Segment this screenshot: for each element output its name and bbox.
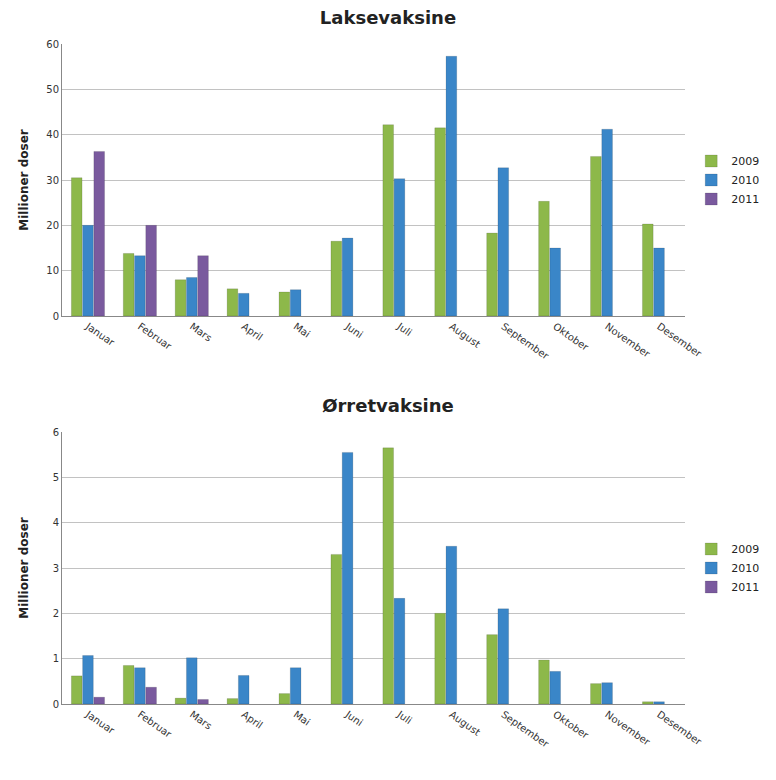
svg-text:April: April — [240, 709, 265, 731]
svg-text:September: September — [499, 321, 551, 362]
svg-text:Februar: Februar — [136, 709, 174, 741]
svg-text:Desember: Desember — [655, 709, 704, 748]
svg-text:November: November — [603, 321, 653, 360]
svg-text:Desember: Desember — [655, 321, 704, 360]
svg-text:Oktober: Oktober — [551, 709, 591, 742]
svg-text:50: 50 — [46, 84, 59, 95]
svg-text:August: August — [447, 709, 482, 738]
svg-text:4: 4 — [53, 517, 59, 528]
svg-text:2010: 2010 — [731, 174, 759, 187]
svg-text:0: 0 — [53, 311, 59, 322]
svg-text:2011: 2011 — [731, 581, 759, 594]
svg-text:Mai: Mai — [292, 709, 313, 728]
svg-text:Juni: Juni — [343, 708, 365, 728]
svg-text:20: 20 — [46, 220, 59, 231]
svg-text:2009: 2009 — [731, 155, 759, 168]
svg-text:Millioner doser: Millioner doser — [17, 517, 31, 619]
svg-text:Mai: Mai — [292, 321, 313, 340]
svg-text:1: 1 — [53, 653, 59, 664]
svg-text:Millioner doser: Millioner doser — [17, 129, 31, 231]
svg-text:April: April — [240, 321, 265, 343]
svg-text:November: November — [603, 709, 653, 748]
svg-text:August: August — [447, 321, 482, 350]
svg-text:Mars: Mars — [188, 709, 214, 732]
svg-text:Februar: Februar — [136, 321, 174, 353]
svg-text:2: 2 — [53, 608, 59, 619]
svg-text:Juli: Juli — [395, 320, 414, 338]
svg-text:2010: 2010 — [731, 562, 759, 575]
svg-text:5: 5 — [53, 472, 59, 483]
svg-text:Mars: Mars — [188, 321, 214, 344]
svg-text:Januar: Januar — [83, 708, 117, 736]
svg-text:0: 0 — [53, 699, 59, 710]
svg-text:Ørretvaksine: Ørretvaksine — [322, 395, 454, 416]
svg-text:Juli: Juli — [395, 708, 414, 726]
svg-text:Januar: Januar — [83, 320, 117, 348]
svg-text:Juni: Juni — [343, 320, 365, 340]
svg-text:Laksevaksine: Laksevaksine — [320, 7, 456, 28]
svg-text:2009: 2009 — [731, 543, 759, 556]
svg-text:3: 3 — [53, 563, 59, 574]
svg-text:40: 40 — [46, 129, 59, 140]
svg-text:30: 30 — [46, 175, 59, 186]
svg-text:60: 60 — [46, 39, 59, 50]
svg-text:Oktober: Oktober — [551, 321, 591, 354]
svg-text:2011: 2011 — [731, 193, 759, 206]
svg-text:September: September — [499, 709, 551, 750]
svg-text:6: 6 — [53, 427, 59, 438]
svg-text:10: 10 — [46, 265, 59, 276]
